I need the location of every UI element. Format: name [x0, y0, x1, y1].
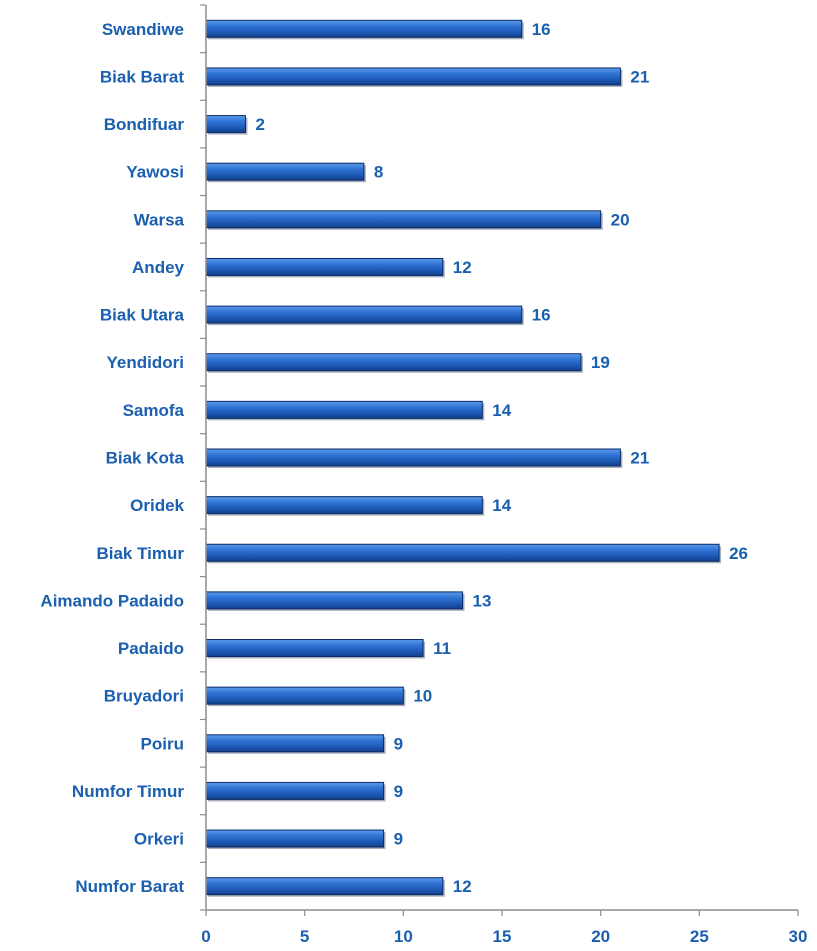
bar	[205, 162, 365, 181]
bar	[205, 257, 444, 276]
bar	[205, 19, 523, 38]
value-label: 8	[374, 163, 383, 182]
value-label: 19	[591, 353, 610, 372]
bar	[205, 829, 385, 848]
value-label: 16	[532, 20, 551, 39]
bar	[205, 496, 483, 515]
value-label: 2	[255, 115, 264, 134]
bars-layer	[205, 19, 722, 897]
x-tick-label: 15	[493, 927, 512, 946]
category-label: Biak Timur	[96, 544, 184, 563]
value-label: 9	[394, 734, 403, 753]
bar	[205, 400, 483, 419]
x-tick-label: 0	[201, 927, 210, 946]
bar	[205, 877, 444, 896]
bar	[205, 734, 385, 753]
bar	[205, 543, 720, 562]
category-label: Yendidori	[107, 353, 184, 372]
labels-layer: 0 5 10 15 20 25 30 Swandiwe 16 Biak Barat 21 Bondif…	[40, 20, 807, 946]
value-label: 14	[492, 401, 511, 420]
value-label: 9	[394, 830, 403, 849]
value-label: 9	[394, 782, 403, 801]
value-label: 12	[453, 877, 472, 896]
bar	[205, 305, 523, 324]
category-label: Samofa	[123, 401, 185, 420]
x-tick-label: 30	[789, 927, 808, 946]
category-label: Warsa	[134, 210, 185, 229]
value-label: 13	[473, 591, 492, 610]
bar	[205, 115, 246, 134]
bar	[205, 67, 621, 86]
bar	[205, 639, 424, 658]
category-label: Aimando Padaido	[40, 591, 184, 610]
bar	[205, 353, 582, 372]
category-label: Biak Kota	[106, 449, 185, 468]
value-label: 21	[630, 449, 649, 468]
value-label: 21	[630, 67, 649, 86]
value-label: 26	[729, 544, 748, 563]
value-label: 11	[433, 639, 451, 658]
category-label: Bruyadori	[104, 687, 184, 706]
bar	[205, 591, 464, 610]
category-label: Orkeri	[134, 830, 184, 849]
category-label: Yawosi	[126, 163, 184, 182]
category-label: Swandiwe	[102, 20, 184, 39]
category-label: Numfor Barat	[75, 877, 184, 896]
bar	[205, 781, 385, 800]
bar	[205, 448, 621, 467]
x-tick-label: 20	[591, 927, 610, 946]
category-label: Oridek	[130, 496, 184, 515]
category-label: Bondifuar	[104, 115, 185, 134]
category-label: Padaido	[118, 639, 184, 658]
value-label: 14	[492, 496, 511, 515]
category-label: Numfor Timur	[72, 782, 184, 801]
category-label: Andey	[132, 258, 185, 277]
bar	[205, 686, 404, 705]
category-label: Poiru	[141, 734, 184, 753]
value-label: 20	[611, 210, 630, 229]
x-tick-label: 10	[394, 927, 413, 946]
category-label: Biak Barat	[100, 67, 184, 86]
value-label: 10	[413, 687, 432, 706]
x-tick-label: 25	[690, 927, 709, 946]
x-tick-label: 5	[300, 927, 309, 946]
value-label: 12	[453, 258, 472, 277]
category-label: Biak Utara	[100, 306, 185, 325]
value-label: 16	[532, 306, 551, 325]
bar	[205, 210, 602, 229]
axis-layer	[200, 4, 799, 916]
